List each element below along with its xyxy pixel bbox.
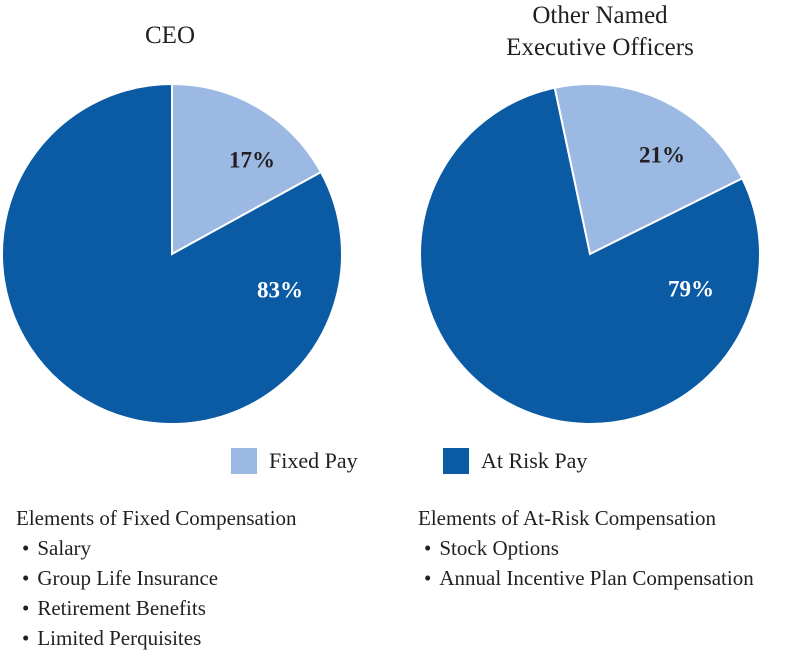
- legend-label-fixed-pay: Fixed Pay: [269, 448, 358, 473]
- neo-slice-fixed-pay: [553, 83, 744, 256]
- list-item: Retirement Benefits: [16, 593, 297, 623]
- at-risk-compensation-elements: Elements of At-Risk Compensation Stock O…: [418, 503, 754, 593]
- list-item: Annual Incentive Plan Compensation: [418, 563, 753, 593]
- fixed-compensation-elements: Elements of Fixed Compensation Salary Gr…: [16, 503, 297, 653]
- at-risk-compensation-list: Stock Options Annual Incentive Plan Comp…: [418, 533, 754, 593]
- ceo-data-label-at-risk-pay: 83%: [257, 277, 303, 302]
- fixed-compensation-list: Salary Group Life Insurance Retirement B…: [16, 533, 297, 653]
- list-item: Stock Options: [418, 533, 754, 563]
- ceo-slice-fixed-pay: [171, 82, 323, 256]
- neo-slice-at-risk-pay: [419, 86, 761, 425]
- legend-swatch-at-risk-pay: [443, 448, 469, 474]
- pie-charts: 17% 83% 21% 79%: [1, 82, 761, 425]
- list-item: Salary: [16, 533, 297, 563]
- list-item: Limited Perquisites: [16, 623, 297, 653]
- legend-item-fixed-pay: Fixed Pay: [231, 448, 358, 474]
- neo-chart-title-line-1: Other Named: [532, 2, 668, 29]
- ceo-data-label-fixed-pay: 17%: [229, 147, 275, 172]
- neo-data-label-fixed-pay: 21%: [639, 142, 685, 167]
- ceo-chart-title-text: CEO: [145, 22, 195, 49]
- ceo-slice-at-risk-pay: [1, 82, 343, 425]
- neo-chart-title: Other Named Executive Officers: [440, 0, 760, 64]
- list-item: Group Life Insurance: [16, 563, 297, 593]
- legend-swatch-fixed-pay: [231, 448, 257, 474]
- legend-label-at-risk-pay: At Risk Pay: [481, 448, 588, 473]
- legend-item-at-risk-pay: At Risk Pay: [443, 448, 587, 474]
- neo-data-label-at-risk-pay: 79%: [668, 276, 714, 301]
- at-risk-compensation-heading: Elements of At-Risk Compensation: [418, 506, 717, 530]
- ceo-chart-title: CEO: [110, 20, 230, 52]
- neo-chart-title-line-2: Executive Officers: [506, 34, 694, 61]
- fixed-compensation-heading: Elements of Fixed Compensation: [16, 506, 297, 530]
